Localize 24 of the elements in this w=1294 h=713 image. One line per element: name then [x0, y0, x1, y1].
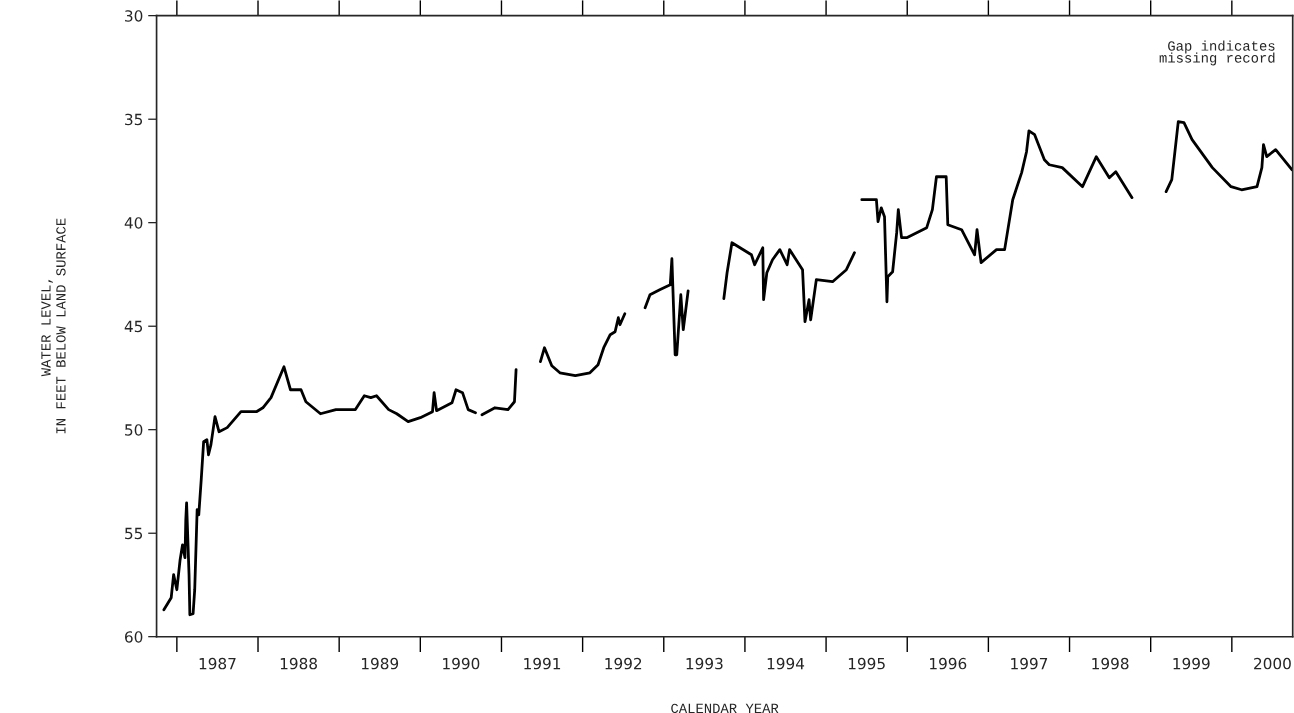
x-tick-label: 1987 — [199, 657, 236, 670]
x-tick-label: 1998 — [1092, 657, 1129, 670]
x-tick-label: 1988 — [280, 657, 317, 670]
x-tick-label: 1997 — [1011, 657, 1048, 670]
x-axis-title: CALENDAR YEAR — [671, 703, 779, 713]
x-tick-label: 2000 — [1254, 657, 1291, 670]
y-tick-label: 45 — [124, 320, 143, 333]
x-tick-label: 1990 — [443, 657, 480, 670]
x-tick-label: 1989 — [361, 657, 399, 670]
x-tick-label: 1992 — [605, 657, 642, 670]
y-tick-label: 50 — [125, 424, 143, 436]
y-tick-label: 30 — [125, 10, 143, 22]
y-tick-label: 55 — [125, 527, 143, 540]
x-tick-label: 1991 — [524, 657, 561, 670]
x-tick-label: 1999 — [1173, 657, 1210, 670]
x-tick-label: 1996 — [930, 657, 967, 670]
y-tick-label: 60 — [125, 631, 143, 643]
y-tick-label: 40 — [124, 217, 143, 229]
annotation: Gap indicates missing record — [1159, 40, 1275, 66]
y-axis-title: WATER LEVEL, IN FEET BELOW LAND SURFACE — [41, 218, 66, 434]
y-tick-label: 35 — [125, 113, 143, 126]
x-tick-label: 1995 — [848, 657, 885, 670]
x-tick-label: 1994 — [767, 657, 805, 670]
x-tick-label: 1993 — [686, 657, 723, 670]
